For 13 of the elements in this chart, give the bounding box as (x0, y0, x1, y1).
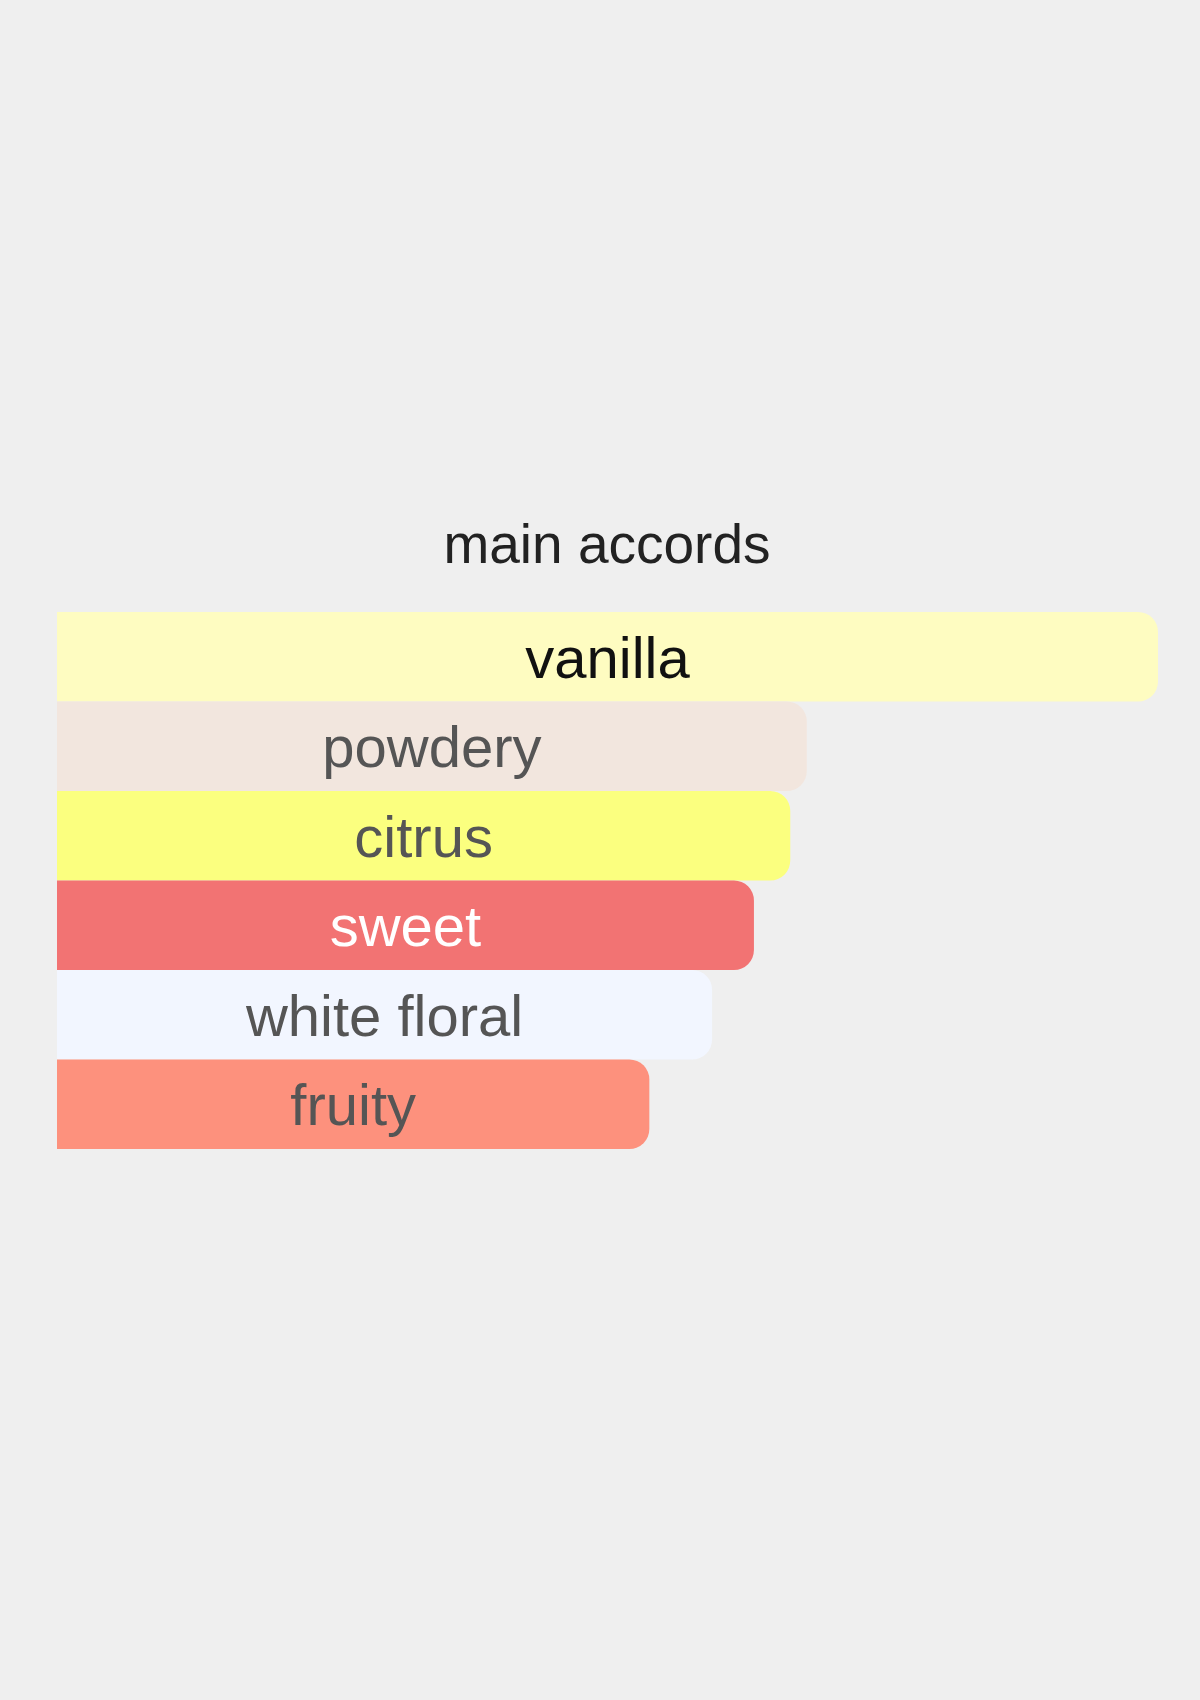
y-tick-label: fruity (290, 1072, 417, 1138)
bar (57, 970, 713, 1060)
bar (57, 701, 807, 791)
y-tick-label: white floral (244, 982, 524, 1048)
chart-title: main accords (443, 513, 771, 575)
y-tick-label: vanilla (525, 624, 691, 690)
bar (57, 880, 754, 970)
bar (57, 612, 1158, 702)
y-tick-label: powdery (322, 714, 542, 780)
y-tick-label: sweet (329, 893, 482, 959)
bar (57, 791, 791, 881)
bar (57, 1059, 650, 1149)
y-tick-label: citrus (354, 803, 493, 869)
